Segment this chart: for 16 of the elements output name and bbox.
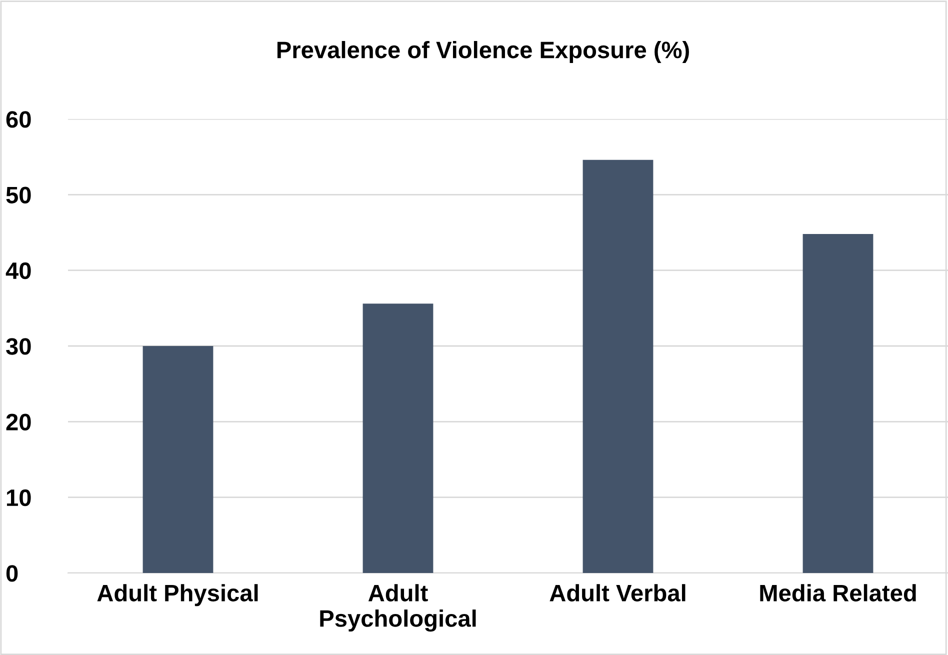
x-tick-label: Adult Psychological (320, 584, 476, 632)
bar (802, 234, 874, 573)
y-tick-label: 40 (6, 262, 31, 280)
bar (362, 304, 434, 573)
y-tick-label: 20 (6, 414, 31, 430)
y-tick-label: 0 (6, 565, 18, 582)
x-tick-label: Adult Verbal (550, 584, 686, 602)
x-tick-label: Media Related (760, 584, 916, 602)
bar (142, 346, 214, 573)
y-tick-label: 30 (6, 338, 31, 355)
y-tick-label: 50 (6, 186, 31, 204)
x-tick-label: Adult Physical (97, 584, 258, 606)
bar (582, 160, 654, 573)
y-tick-label: 10 (6, 489, 31, 506)
chart-title: Prevalence of Violence Exposure (%) (277, 40, 689, 64)
y-tick-label: 60 (6, 111, 31, 128)
